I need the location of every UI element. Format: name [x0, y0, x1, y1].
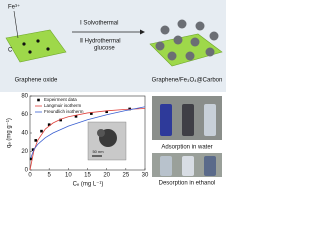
vial: [204, 156, 216, 176]
legend-label: Langmuir isotherm: [44, 103, 82, 108]
nanoparticles: [155, 19, 219, 61]
vial: [160, 156, 172, 176]
x-tick-label: 15: [84, 173, 91, 179]
graphene-oxide-sheet: [5, 29, 67, 63]
photo-caption: Adsorption in water: [161, 145, 212, 151]
left-label: Graphene oxide: [15, 78, 58, 84]
x-tick-label: 0: [28, 173, 32, 179]
carbon-dot: [28, 50, 32, 54]
carbon-label: C: [8, 48, 13, 54]
scale-bar-label: 50 nm: [92, 149, 104, 154]
x-tick-label: 5: [47, 173, 51, 179]
y-tick-label: 60: [21, 112, 28, 118]
arrow-head: [140, 29, 145, 35]
data-point: [105, 110, 108, 114]
data-point: [47, 123, 51, 126]
y-tick-label: 80: [21, 94, 28, 100]
y-tick-label: 40: [21, 131, 28, 137]
vial: [160, 104, 172, 136]
legend-swatch: [37, 98, 40, 102]
right-label: Graphene/Fe₃O₄@Carbon: [152, 78, 223, 84]
data-point: [34, 139, 38, 142]
data-point: [59, 118, 62, 122]
ion-label: Fe³⁺: [8, 4, 20, 11]
vial: [204, 104, 216, 136]
carbon-dot: [36, 39, 40, 43]
x-tick-label: 20: [103, 173, 110, 179]
fit-line: [29, 108, 146, 171]
ion-arrow: [13, 10, 19, 39]
y-axis-label: qₑ (mg g⁻¹): [7, 118, 13, 148]
data-point: [90, 112, 93, 115]
y-tick-label: 20: [21, 149, 28, 155]
step-2b: glucose: [94, 46, 115, 52]
vial: [182, 104, 194, 136]
data-point: [40, 129, 43, 133]
photo-caption: Desorption in ethanol: [159, 181, 216, 187]
data-point: [29, 157, 33, 161]
carbon-dot: [46, 47, 50, 51]
x-axis-label: Cₑ (mg L⁻¹): [73, 182, 104, 188]
tem-particle: [97, 129, 105, 137]
x-tick-label: 30: [142, 173, 149, 179]
data-point: [74, 115, 78, 118]
legend-label: Expeirment data: [44, 97, 77, 102]
data-point: [31, 148, 35, 151]
x-tick-label: 10: [65, 173, 72, 179]
step-2: Ⅱ Hydrothermal: [80, 39, 121, 45]
step-1: Ⅰ Solvothermal: [80, 21, 118, 27]
x-tick-label: 25: [122, 173, 129, 179]
legend-label: Freundlich isotherm: [44, 109, 84, 114]
fit-line: [30, 106, 146, 159]
vial: [182, 156, 194, 176]
carbon-dot: [22, 42, 26, 46]
graphical-abstract: Fe³⁺ C Graphene oxide Ⅰ Solvothermal Ⅱ H…: [0, 0, 226, 189]
y-tick-label: 0: [25, 168, 29, 174]
